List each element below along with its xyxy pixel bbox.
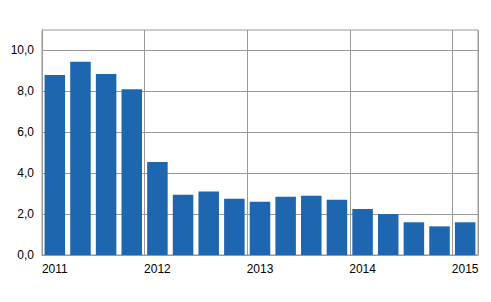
svg-text:2012: 2012 (144, 262, 171, 276)
svg-text:2013: 2013 (247, 262, 274, 276)
svg-text:2015: 2015 (452, 262, 479, 276)
svg-text:8,0: 8,0 (17, 84, 34, 98)
svg-text:4,0: 4,0 (17, 166, 34, 180)
svg-text:10,0: 10,0 (11, 43, 35, 57)
svg-text:0,0: 0,0 (17, 248, 34, 262)
svg-text:2014: 2014 (349, 262, 376, 276)
svg-text:6,0: 6,0 (17, 125, 34, 139)
svg-text:2,0: 2,0 (17, 207, 34, 221)
svg-text:2011: 2011 (42, 262, 68, 276)
